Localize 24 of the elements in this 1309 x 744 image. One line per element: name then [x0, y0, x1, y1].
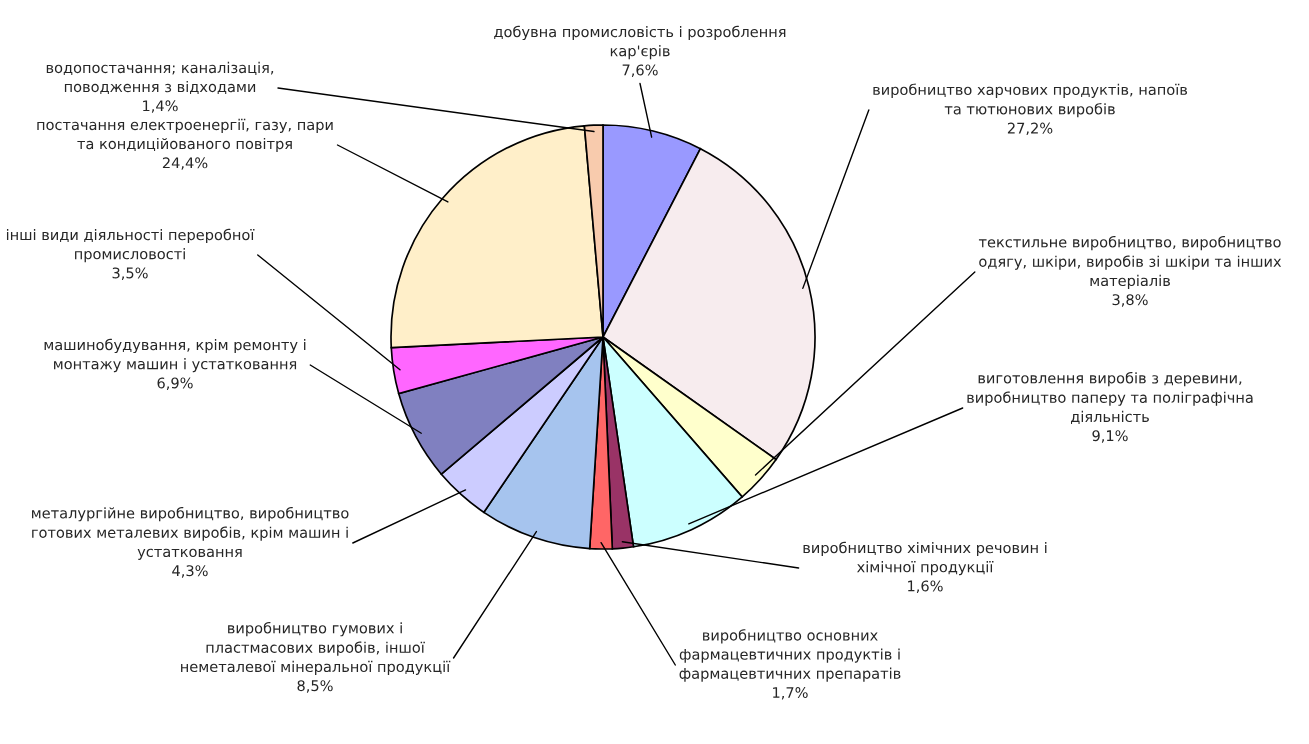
- data-label: 4,3%: [172, 565, 208, 578]
- slice-label: інші види діяльності переробної промисловості: [6, 228, 255, 263]
- slice-label: постачання електроенергії, газу, пари та кондиційованого повітря: [37, 118, 333, 153]
- slice-label: металургійне виробництво, виробництво готових металевих виробів, крім машин і устатковання: [32, 506, 349, 560]
- data-label: 7,6%: [622, 64, 658, 77]
- data-label: 8,5%: [297, 680, 333, 693]
- data-label: 1,7%: [773, 686, 808, 700]
- data-label: 6,9%: [157, 377, 193, 390]
- slice-label: виробництво гумових і пластмасових виробів, іншої неметалевої мінеральної продукції: [181, 621, 451, 675]
- slice-label: виготовлення виробів з деревини, виробництво паперу та поліграфічна діяльність: [967, 371, 1253, 424]
- slice-label: добувна промисловість і розроблення кар'єрів: [494, 25, 786, 60]
- slice-label: виробництво основних фармацевтичних продуктів і фармацевтичних препаратів: [679, 629, 901, 682]
- slice-label: виробництво харчових продуктів, напоїв та тютюнових виробів: [873, 83, 1188, 118]
- slice-label: водопостачання; каналізація, поводження з відходами: [46, 61, 274, 95]
- data-label: 24,4%: [162, 157, 208, 170]
- data-label: 3,8%: [1112, 294, 1148, 307]
- data-label: 3,5%: [112, 267, 148, 280]
- slice-label: машинобудування, крім ремонту і монтажу машин і устатковання: [44, 338, 306, 373]
- data-label: 27,2%: [1007, 122, 1053, 136]
- data-label: 9,1%: [1092, 430, 1128, 443]
- slice-label: виробництво хімічних речовин і хімічної продукції: [803, 541, 1047, 576]
- data-label: 1,4%: [143, 100, 178, 113]
- slice-label: текстильне виробництво, виробництво одягу, шкіри, виробів зі шкіри та інших матеріалів: [978, 235, 1282, 289]
- data-label: 1,6%: [908, 580, 943, 593]
